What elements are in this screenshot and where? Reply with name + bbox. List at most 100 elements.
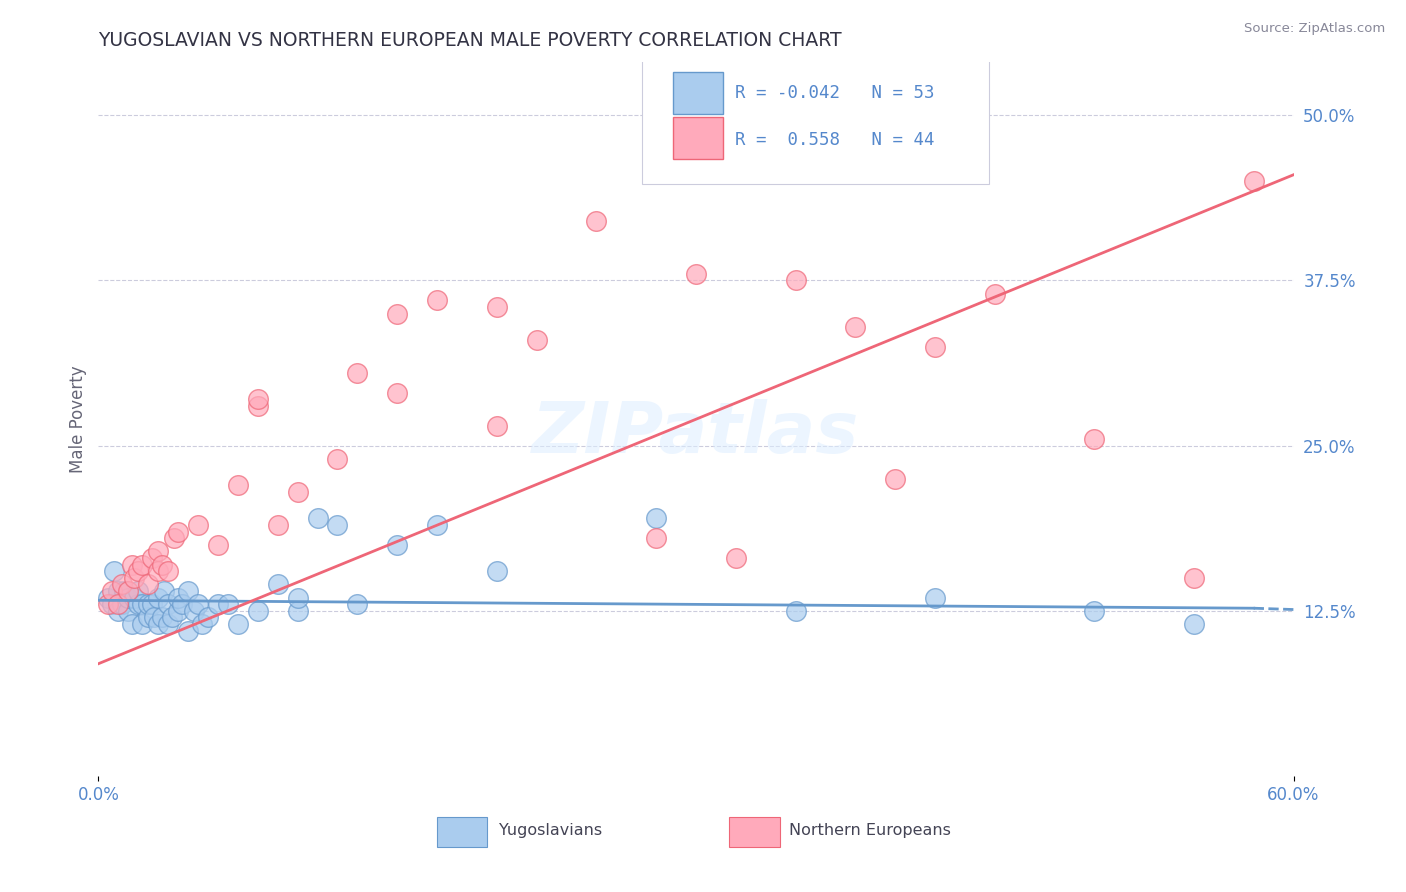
- Point: [160, 610, 183, 624]
- Point: [426, 518, 449, 533]
- Point: [112, 584, 135, 599]
- Point: [157, 617, 180, 632]
- Point: [1083, 432, 1105, 446]
- Point: [136, 577, 159, 591]
- FancyBboxPatch shape: [437, 817, 486, 847]
- Point: [136, 597, 159, 611]
- Point: [124, 571, 146, 585]
- Point: [724, 551, 747, 566]
- Point: [107, 584, 129, 599]
- Point: [187, 518, 209, 533]
- Point: [385, 538, 409, 552]
- Point: [141, 551, 163, 566]
- Point: [97, 597, 120, 611]
- Point: [246, 604, 269, 618]
- Point: [111, 597, 134, 611]
- Point: [197, 610, 219, 624]
- Point: [485, 300, 508, 314]
- Point: [226, 617, 249, 632]
- Point: [287, 591, 309, 605]
- Point: [267, 518, 290, 533]
- Point: [207, 597, 229, 611]
- Point: [177, 624, 200, 638]
- Point: [385, 306, 409, 320]
- Point: [785, 604, 807, 618]
- Text: YUGOSLAVIAN VS NORTHERN EUROPEAN MALE POVERTY CORRELATION CHART: YUGOSLAVIAN VS NORTHERN EUROPEAN MALE PO…: [98, 30, 842, 50]
- FancyBboxPatch shape: [730, 817, 780, 847]
- Point: [124, 591, 146, 605]
- Point: [150, 558, 173, 572]
- Point: [157, 564, 180, 578]
- Point: [150, 610, 173, 624]
- Point: [121, 558, 143, 572]
- Point: [153, 584, 176, 599]
- Point: [207, 538, 229, 552]
- Point: [127, 584, 149, 599]
- Point: [163, 531, 186, 545]
- FancyBboxPatch shape: [673, 117, 724, 159]
- Point: [127, 564, 149, 578]
- Point: [485, 418, 508, 433]
- Point: [101, 584, 124, 599]
- Point: [346, 366, 368, 380]
- Point: [127, 597, 149, 611]
- Point: [326, 518, 349, 533]
- Point: [177, 584, 200, 599]
- Point: [1243, 174, 1265, 188]
- Point: [172, 597, 194, 611]
- Point: [326, 451, 349, 466]
- Point: [585, 214, 607, 228]
- Point: [1182, 617, 1205, 632]
- Point: [385, 385, 409, 400]
- Point: [148, 544, 170, 558]
- Point: [924, 591, 946, 605]
- Point: [884, 472, 907, 486]
- Point: [103, 564, 125, 578]
- Point: [117, 584, 139, 599]
- Text: R = -0.042   N = 53: R = -0.042 N = 53: [735, 84, 935, 102]
- Text: R =  0.558   N = 44: R = 0.558 N = 44: [735, 130, 935, 148]
- Point: [141, 597, 163, 611]
- Point: [107, 604, 129, 618]
- Point: [785, 273, 807, 287]
- Point: [267, 577, 290, 591]
- Point: [645, 531, 668, 545]
- Text: ZIPatlas: ZIPatlas: [533, 399, 859, 468]
- Point: [131, 617, 153, 632]
- Point: [101, 597, 124, 611]
- Point: [346, 597, 368, 611]
- Point: [111, 577, 134, 591]
- Point: [183, 604, 205, 618]
- Point: [131, 558, 153, 572]
- Text: Source: ZipAtlas.com: Source: ZipAtlas.com: [1244, 22, 1385, 36]
- Point: [526, 333, 548, 347]
- Point: [1182, 571, 1205, 585]
- Point: [984, 286, 1007, 301]
- Point: [287, 604, 309, 618]
- Point: [167, 524, 190, 539]
- Point: [117, 591, 139, 605]
- Point: [217, 597, 239, 611]
- Point: [143, 610, 166, 624]
- Text: Northern Europeans: Northern Europeans: [789, 823, 950, 838]
- Point: [287, 484, 309, 499]
- Point: [167, 604, 190, 618]
- Point: [226, 478, 249, 492]
- Point: [1083, 604, 1105, 618]
- Point: [246, 392, 269, 407]
- Point: [307, 511, 329, 525]
- Point: [645, 511, 668, 525]
- Point: [136, 610, 159, 624]
- Point: [167, 591, 190, 605]
- Point: [107, 597, 129, 611]
- Point: [97, 591, 120, 605]
- Point: [685, 267, 707, 281]
- Point: [121, 617, 143, 632]
- FancyBboxPatch shape: [673, 71, 724, 114]
- Text: Yugoslavians: Yugoslavians: [499, 823, 602, 838]
- FancyBboxPatch shape: [643, 59, 988, 184]
- Point: [117, 604, 139, 618]
- Point: [485, 564, 508, 578]
- Point: [148, 591, 170, 605]
- Point: [148, 617, 170, 632]
